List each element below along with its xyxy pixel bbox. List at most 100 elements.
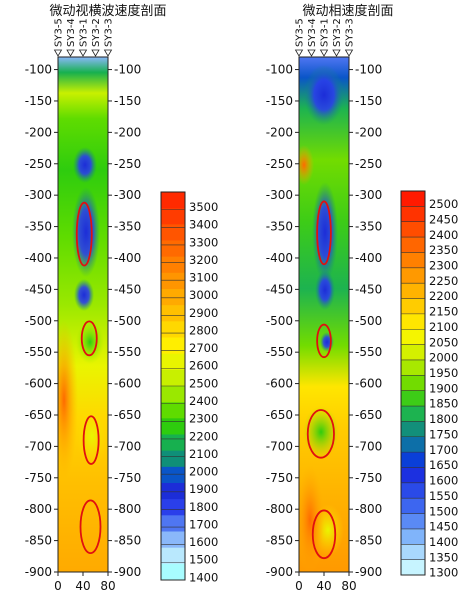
station-marker-icon xyxy=(294,49,304,57)
panel-2-ytick-label-right: -300 xyxy=(355,188,382,202)
panel-1-ytick-label-right: -250 xyxy=(114,157,141,171)
panel-1-xtick-label: 0 xyxy=(54,579,62,593)
panel-2-ytick-label-left: -800 xyxy=(266,502,293,516)
panel-1-colorbar-segment xyxy=(161,208,185,225)
panel-1-xtick-label: 80 xyxy=(100,579,115,593)
panel-1-ytick-label-left: -400 xyxy=(25,251,52,265)
panel-1-field xyxy=(58,57,108,572)
panel-2-colorbar-segment xyxy=(401,544,425,561)
panel-2-high-velocity-zone-left xyxy=(299,145,314,185)
panel-1-ytick-label-right: -350 xyxy=(114,220,141,234)
panel-1-colorbar-segment xyxy=(161,386,185,403)
panel-2-xtick-label: 40 xyxy=(316,579,331,593)
panel-1-ytick-label-left: -300 xyxy=(25,188,52,202)
panel-1-ytick-label-left: -150 xyxy=(25,94,52,108)
panel-1-colorbar-tick-label: 1500 xyxy=(189,553,218,567)
panel-2-colorbar-segment xyxy=(401,298,425,315)
panel-1-colorbar-segment xyxy=(161,224,185,241)
panel-1-stations: SY3-5 SY3-4 SY3-1 SY3-2 SY3-3 xyxy=(54,18,115,57)
panel-2-ytick-label-right: -400 xyxy=(355,251,382,265)
panel-2-colorbar-segment xyxy=(401,421,425,438)
panel-1-colorbar-segment xyxy=(161,289,185,306)
panel-1-ytick-label-right: -400 xyxy=(114,251,141,265)
panel-2-ytick-label-left: -150 xyxy=(266,94,293,108)
panel-1-colorbar-tick-label: 3000 xyxy=(189,288,218,302)
panel-1-colorbar-segment xyxy=(161,563,185,581)
panel-1-low-velocity-zone-lower xyxy=(74,279,94,311)
panel-1-ytick-label-left: -250 xyxy=(25,157,52,171)
panel-2-low-velocity-zone-mid xyxy=(315,270,335,310)
panel-1-station-label: SY3-1 xyxy=(79,18,90,47)
panel-1-colorbar-tick-label: 2200 xyxy=(189,429,218,443)
panel-2-colorbar-tick-label: 2450 xyxy=(429,212,458,226)
panel-2-ytick-label-right: -700 xyxy=(355,439,382,453)
panel-2-ytick-label-right: -550 xyxy=(355,345,382,359)
panel-2-colorbar-tick-label: 2400 xyxy=(429,228,458,242)
panel-1-ytick-label-right: -900 xyxy=(114,565,141,579)
panel-2-colorbar-tick-label: 2250 xyxy=(429,274,458,288)
station-marker-icon xyxy=(66,49,75,57)
panel-2-xtick-label: 80 xyxy=(341,579,356,593)
panel-1-colorbar-segment xyxy=(161,547,185,565)
panel-2-ytick-label-left: -450 xyxy=(266,282,293,296)
panel-1-ytick-label-left: -900 xyxy=(25,565,52,579)
panel-2-ytick-label-left: -850 xyxy=(266,534,293,548)
panel-1-station-label: SY3-2 xyxy=(91,18,102,47)
panel-1-colorbar-tick-label: 2400 xyxy=(189,394,218,408)
panel-2-field xyxy=(299,57,349,572)
panel-1-colorbar-tick-label: 2500 xyxy=(189,376,218,390)
panel-2-ytick-label-left: -650 xyxy=(266,408,293,422)
panel-2-colorbar-segment xyxy=(401,206,425,223)
panel-2-ytick-label-left: -200 xyxy=(266,125,293,139)
station-marker-icon xyxy=(344,49,354,57)
panel-2-colorbar-segment xyxy=(401,359,425,376)
station-marker-icon xyxy=(332,49,341,57)
panel-1-colorbar-tick-label: 2300 xyxy=(189,412,218,426)
panel-2-colorbar-segment xyxy=(401,329,425,345)
panel-1-colorbar-tick-label: 2900 xyxy=(189,306,218,320)
panel-1-colorbar-tick-label: 2700 xyxy=(189,341,218,355)
panel-1-background-field xyxy=(58,57,108,572)
panel-1-colorbar-segment xyxy=(161,450,185,468)
panel-phase-velocity: 微动相速度剖面 -100 -100 -150 -150 -200 -200 -250 -250… xyxy=(266,3,459,593)
panel-2-ytick-label-left: -750 xyxy=(266,471,293,485)
panel-1-colorbar-segment xyxy=(161,466,185,484)
panel-2-colorbar-tick-label: 1350 xyxy=(429,550,458,564)
panel-1-ytick-label-right: -700 xyxy=(114,439,141,453)
panel-1-colorbar-tick-label: 3100 xyxy=(189,271,218,285)
panel-1-colorbar-tick-label: 2800 xyxy=(189,323,218,337)
panel-1-annotation-ellipse-3 xyxy=(82,415,100,465)
panel-2-ytick-label-right: -850 xyxy=(355,534,382,548)
station-marker-icon xyxy=(91,49,100,57)
panel-1-high-velocity-zone xyxy=(58,320,78,480)
panel-1-colorbar-segment xyxy=(161,256,185,274)
panel-1-colorbar-tick-label: 2100 xyxy=(189,447,218,461)
panel-2-colorbar-tick-label: 1450 xyxy=(429,520,458,534)
panel-1-colorbar-tick-label: 1400 xyxy=(189,570,218,584)
station-marker-icon xyxy=(307,49,316,57)
panel-2-station-label: SY3-4 xyxy=(307,18,318,47)
panel-2-colorbar-tick-label: 1950 xyxy=(429,366,458,380)
panel-2-ytick-label-left: -600 xyxy=(266,377,293,391)
panel-2-colorbar-segment xyxy=(401,559,425,576)
panel-2-ytick-label-left: -400 xyxy=(266,251,293,265)
panel-1-colorbar-segment xyxy=(161,305,185,322)
panel-1-colorbar-segment xyxy=(161,483,185,500)
panel-2-colorbar-tick-label: 1850 xyxy=(429,397,458,411)
panel-2-station-label: SY3-1 xyxy=(320,18,331,47)
panel-1-colorbar-tick-label: 2000 xyxy=(189,465,218,479)
panel-1-ytick-label-left: -850 xyxy=(25,534,52,548)
panel-2-ytick-label-right: -750 xyxy=(355,471,382,485)
panel-2-ytick-label-left: -350 xyxy=(266,220,293,234)
panel-2-ytick-label-right: -200 xyxy=(355,125,382,139)
panel-1-ytick-label-right: -450 xyxy=(114,282,141,296)
panel-2-colorbar-tick-label: 2100 xyxy=(429,320,458,334)
panel-2-colorbar-tick-label: 1600 xyxy=(429,474,458,488)
panel-1-colorbar-tick-label: 1700 xyxy=(189,517,218,531)
panel-2-ytick-label-left: -250 xyxy=(266,157,293,171)
panel-1-ytick-label-right: -550 xyxy=(114,345,141,359)
panel-1-colorbar-segment xyxy=(161,337,185,355)
panel-1-ytick-label-left: -350 xyxy=(25,220,52,234)
panel-2-colorbar-tick-label: 2500 xyxy=(429,197,458,211)
